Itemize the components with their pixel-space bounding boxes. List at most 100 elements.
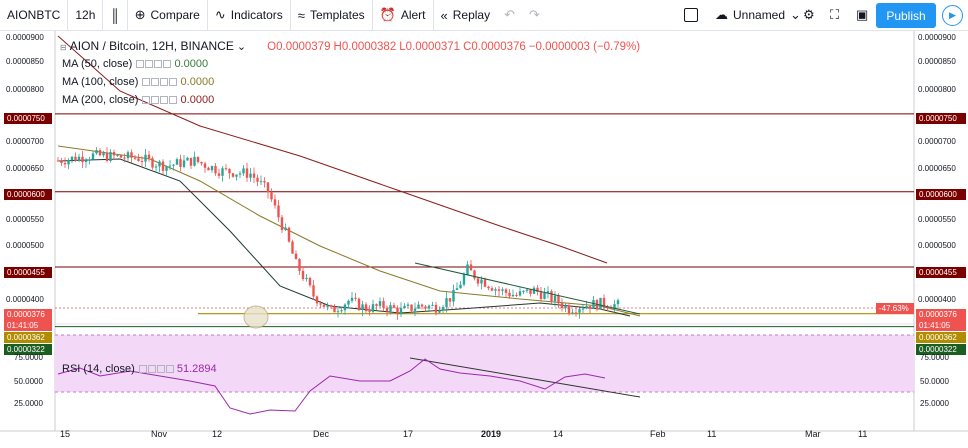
left-price-tick: 0.0000800 [6,85,44,94]
ma50-label: MA (50, close) [62,58,133,70]
candle-body [238,173,242,175]
right-price-label: 01:41:05 [916,320,966,331]
close-icon[interactable] [160,78,169,87]
candle-body [74,156,77,161]
ohlc-low: L0.0000371 [399,41,461,53]
candle-body [165,166,168,171]
candle-body [567,305,571,314]
replay-button[interactable]: « Replay [434,0,498,31]
candle-body [245,168,249,178]
candle-body [172,164,175,166]
eye-icon[interactable] [142,78,151,87]
ma50-legend[interactable]: MA (50, close) 0.0000 [62,58,208,70]
main-legend: ⊟ AION / Bitcoin, 12H, BINANCE ⌄ O0.0000… [60,39,640,53]
more-icon[interactable] [163,60,172,69]
ma100-line [57,145,641,317]
candle-body [490,288,494,291]
candle-body [578,309,581,313]
chart-style-button[interactable]: ║ [103,0,126,31]
candle-body [63,162,67,165]
settings-icon[interactable] [147,365,156,374]
candle-body [504,289,508,293]
price-chart-svg[interactable] [0,31,968,443]
settings-icon[interactable] [145,60,154,69]
more-icon[interactable] [169,96,178,105]
candle-body [196,156,200,163]
candles-icon: ║ [110,7,120,23]
rsi-legend[interactable]: RSI (14, close) 51.2894 [62,363,217,375]
eye-icon[interactable] [142,96,151,105]
left-price-label: 0.0000362 [4,332,52,343]
candle-body [98,150,102,156]
ohlc-open: O0.0000379 [267,41,331,53]
fullscreen-checkbox-icon[interactable] [684,8,698,22]
eye-icon[interactable] [136,60,145,69]
candle-body [56,160,60,162]
candle-body [294,253,298,260]
time-label: Feb [650,429,666,439]
templates-button[interactable]: ≈ Templates [291,0,372,31]
candle-body [424,306,427,309]
fullscreen-button[interactable]: ⛶ [823,0,846,31]
close-icon[interactable] [160,96,169,105]
candle-body [67,160,70,165]
left-price-label: 0.0000376 [4,309,52,320]
interval-button[interactable]: 12h [68,0,102,31]
ohlc-change: −0.0000003 (−0.79%) [528,41,641,53]
candle-body [123,157,126,159]
ma50-value: 0.0000 [174,58,209,70]
layout-menu[interactable]: ☁ Unnamed ⌄ [708,0,808,31]
candle-body [287,227,291,242]
redo-icon: ↷ [529,7,540,22]
right-price-tick: 0.0000650 [918,164,956,173]
compare-button[interactable]: ⊕ Compare [128,0,207,31]
candle-body [256,177,259,182]
divider [432,0,434,31]
circle-annotation[interactable] [243,305,269,329]
close-icon[interactable] [156,365,165,374]
rsi-right-tick: 75.0000 [920,353,949,362]
undo-button[interactable]: ↶ [497,0,522,31]
indicators-button[interactable]: ∿ Indicators [208,0,290,31]
time-label: 12 [212,429,223,439]
snapshot-button[interactable]: ▣ [849,0,875,31]
time-label: Nov [151,429,168,439]
candle-body [158,161,161,167]
candle-body [368,311,371,313]
time-label: 11 [707,429,717,439]
chevron-down-icon[interactable]: ⌄ [236,41,247,53]
candle-body [361,304,364,311]
settings-button[interactable]: ⚙ [796,0,822,31]
candle-body [574,312,578,314]
left-price-tick: 0.0000850 [6,57,44,66]
rsi-left-tick: 75.0000 [14,353,43,362]
candle-body [410,304,413,311]
candle-body [557,295,560,304]
eye-icon[interactable] [138,365,147,374]
more-icon[interactable] [169,78,178,87]
collapse-icon[interactable]: ⊟ [60,43,67,52]
play-icon[interactable]: ▶ [942,5,963,26]
redo-button[interactable]: ↷ [522,0,547,31]
candle-body [448,298,452,302]
candle-body [109,152,112,162]
left-price-label: 0.0000600 [4,189,52,200]
close-icon[interactable] [154,60,163,69]
settings-icon[interactable] [151,78,160,87]
divider [371,0,373,31]
candle-body [357,298,361,311]
candle-body [182,160,186,167]
ma200-legend[interactable]: MA (200, close) 0.0000 [62,94,214,106]
publish-button[interactable]: Publish [876,3,936,28]
more-icon[interactable] [165,365,174,374]
ma100-legend[interactable]: MA (100, close) 0.0000 [62,76,214,88]
candle-body [130,152,133,158]
settings-icon[interactable] [151,96,160,105]
right-price-tick: 0.0000500 [918,241,956,250]
right-price-tick: 0.0000800 [918,85,956,94]
alert-button[interactable]: ⏰ Alert [373,0,433,31]
chart-area[interactable]: ⊟ AION / Bitcoin, 12H, BINANCE ⌄ O0.0000… [0,31,968,443]
time-label: 15 [60,429,71,439]
candle-body [273,199,277,206]
symbol-search[interactable]: AIONBTC [0,0,67,31]
